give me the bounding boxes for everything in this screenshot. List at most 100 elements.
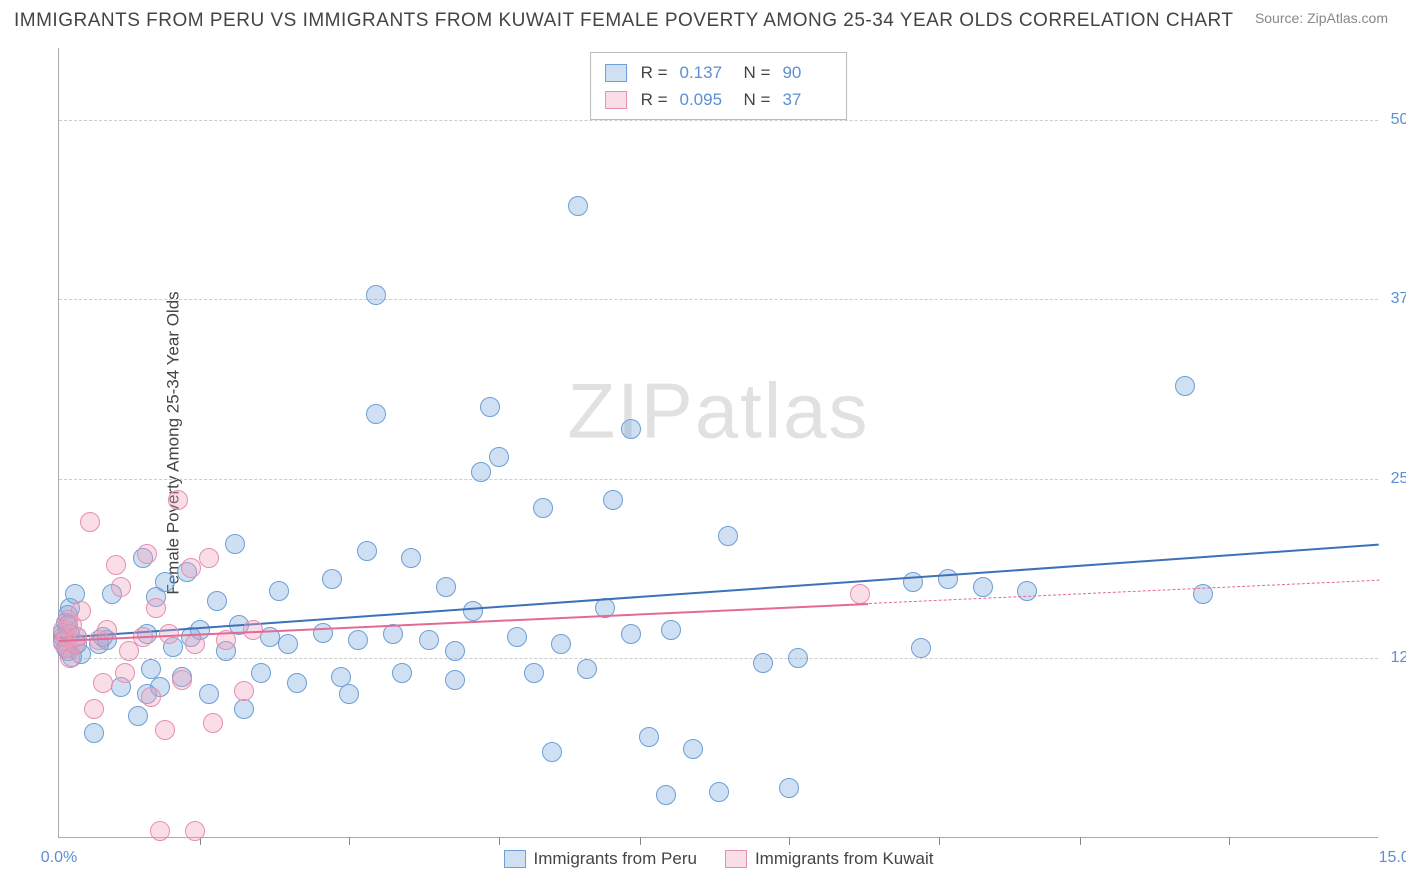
data-point	[225, 534, 245, 554]
data-point	[366, 285, 386, 305]
data-point	[322, 569, 342, 589]
data-point	[445, 670, 465, 690]
correlation-legend: R = 0.137 N = 90 R = 0.095 N = 37	[590, 52, 848, 120]
data-point	[542, 742, 562, 762]
data-point	[524, 663, 544, 683]
data-point	[234, 699, 254, 719]
n-value: 90	[782, 59, 832, 86]
legend-label: Immigrants from Kuwait	[755, 849, 934, 869]
x-tick	[349, 837, 350, 845]
data-point	[185, 634, 205, 654]
data-point	[621, 624, 641, 644]
data-point	[181, 558, 201, 578]
data-point	[533, 498, 553, 518]
data-point	[709, 782, 729, 802]
data-point	[71, 601, 91, 621]
data-point	[313, 623, 333, 643]
y-tick-label: 37.5%	[1391, 290, 1406, 308]
data-point	[1175, 376, 1195, 396]
data-point	[471, 462, 491, 482]
data-point	[718, 526, 738, 546]
legend-stat-row: R = 0.137 N = 90	[605, 59, 833, 86]
legend-item: Immigrants from Kuwait	[725, 849, 934, 869]
n-value: 37	[782, 86, 832, 113]
data-point	[199, 684, 219, 704]
data-point	[141, 659, 161, 679]
y-tick-label: 25.0%	[1391, 470, 1406, 488]
data-point	[850, 584, 870, 604]
data-point	[203, 713, 223, 733]
data-point	[463, 601, 483, 621]
r-value: 0.095	[680, 86, 730, 113]
data-point	[357, 541, 377, 561]
data-point	[111, 577, 131, 597]
data-point	[339, 684, 359, 704]
data-point	[419, 630, 439, 650]
data-point	[278, 634, 298, 654]
data-point	[146, 598, 166, 618]
data-point	[568, 196, 588, 216]
data-point	[436, 577, 456, 597]
data-point	[480, 397, 500, 417]
r-value: 0.137	[680, 59, 730, 86]
y-tick-label: 50.0%	[1391, 111, 1406, 129]
x-tick	[1080, 837, 1081, 845]
n-label: N =	[744, 59, 771, 86]
gridline	[59, 479, 1378, 480]
gridline	[59, 299, 1378, 300]
data-point	[199, 548, 219, 568]
data-point	[115, 663, 135, 683]
legend-stat-row: R = 0.095 N = 37	[605, 86, 833, 113]
chart-header: IMMIGRANTS FROM PERU VS IMMIGRANTS FROM …	[0, 0, 1406, 38]
series-legend: Immigrants from Peru Immigrants from Kuwa…	[504, 849, 934, 869]
data-point	[269, 581, 289, 601]
data-point	[155, 720, 175, 740]
gridline	[59, 120, 1378, 121]
data-point	[128, 706, 148, 726]
data-point	[243, 620, 263, 640]
x-tick	[789, 837, 790, 845]
data-point	[155, 572, 175, 592]
legend-item: Immigrants from Peru	[504, 849, 697, 869]
data-point	[603, 490, 623, 510]
gridline	[59, 658, 1378, 659]
data-point	[207, 591, 227, 611]
x-tick	[1229, 837, 1230, 845]
legend-label: Immigrants from Peru	[534, 849, 697, 869]
data-point	[661, 620, 681, 640]
data-point	[234, 681, 254, 701]
data-point	[507, 627, 527, 647]
data-point	[445, 641, 465, 661]
watermark: ZIPatlas	[567, 365, 869, 456]
data-point	[639, 727, 659, 747]
legend-swatch	[605, 91, 627, 109]
data-point	[67, 627, 87, 647]
scatter-plot: ZIPatlas R =0.137N =90R =0.095N =37 Immi…	[58, 48, 1378, 838]
data-point	[577, 659, 597, 679]
data-point	[93, 673, 113, 693]
data-point	[392, 663, 412, 683]
r-label: R =	[641, 86, 668, 113]
x-tick	[640, 837, 641, 845]
data-point	[938, 569, 958, 589]
data-point	[973, 577, 993, 597]
y-tick-label: 12.5%	[1391, 649, 1406, 667]
data-point	[551, 634, 571, 654]
legend-swatch	[725, 850, 747, 868]
data-point	[1017, 581, 1037, 601]
data-point	[137, 544, 157, 564]
data-point	[366, 404, 386, 424]
n-label: N =	[744, 86, 771, 113]
x-tick-label-left: 0.0%	[41, 849, 77, 867]
data-point	[401, 548, 421, 568]
r-label: R =	[641, 59, 668, 86]
data-point	[150, 821, 170, 841]
data-point	[911, 638, 931, 658]
data-point	[348, 630, 368, 650]
data-point	[168, 490, 188, 510]
legend-swatch	[605, 64, 627, 82]
data-point	[656, 785, 676, 805]
data-point	[80, 512, 100, 532]
chart-title: IMMIGRANTS FROM PERU VS IMMIGRANTS FROM …	[14, 10, 1234, 32]
x-tick-label-right: 15.0%	[1379, 849, 1406, 867]
